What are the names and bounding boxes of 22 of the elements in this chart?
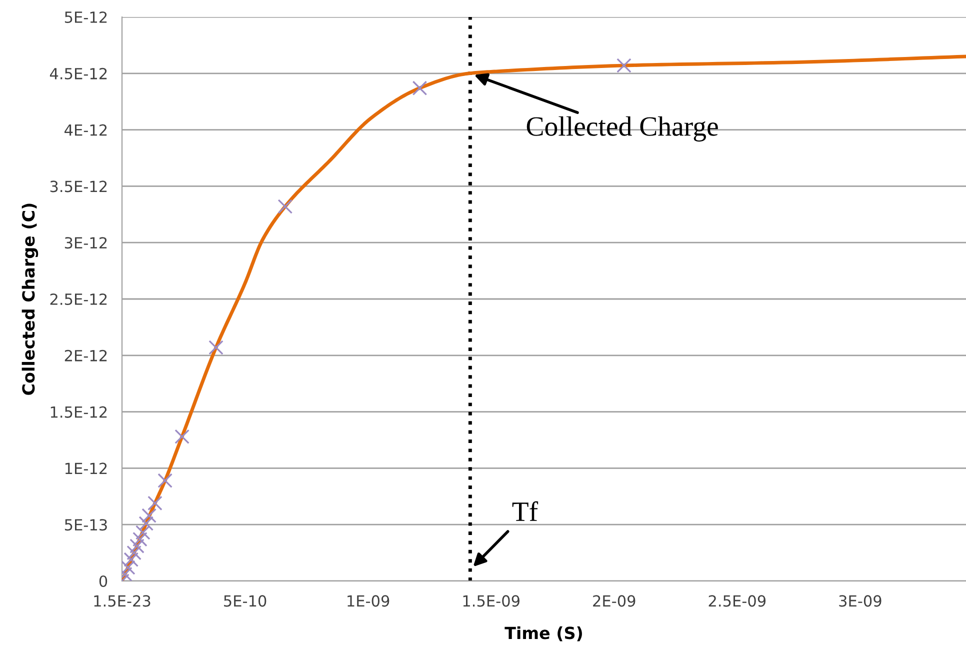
y-tick-label: 0 (99, 575, 108, 588)
y-tick-label: 2.5E-12 (50, 293, 107, 306)
y-tick-label: 5E-12 (64, 11, 107, 24)
x-tick-label: 2E-09 (593, 595, 636, 607)
y-axis-title: Collected Charge (C) (22, 204, 38, 395)
x-tick-label: 5E-10 (224, 595, 266, 607)
y-tick-label: 1E-12 (65, 462, 107, 474)
y-tick-label: 1.5E-12 (50, 406, 107, 418)
y-tick-label: 3.5E-12 (50, 180, 107, 192)
x-tick-label: 1E-09 (348, 595, 390, 607)
x-tick-label: 3E-09 (839, 595, 882, 607)
annotation: Collected Charge (526, 116, 718, 142)
y-tick-label: 4E-12 (64, 124, 107, 136)
x-axis-title: Time (S) (504, 626, 582, 642)
y-tick-label: 2E-12 (64, 350, 107, 362)
x-tick-label: 1.5E-09 (463, 595, 520, 607)
x-tick-label: 2.5E-09 (708, 595, 766, 607)
y-tick-label: 4.5E-12 (50, 68, 107, 80)
annotation: Tf (512, 501, 538, 521)
x-tick-label: 1.5E-23 (94, 595, 150, 607)
y-tick-label: 3E-12 (64, 237, 107, 249)
y-tick-label: 5E-13 (64, 519, 107, 531)
